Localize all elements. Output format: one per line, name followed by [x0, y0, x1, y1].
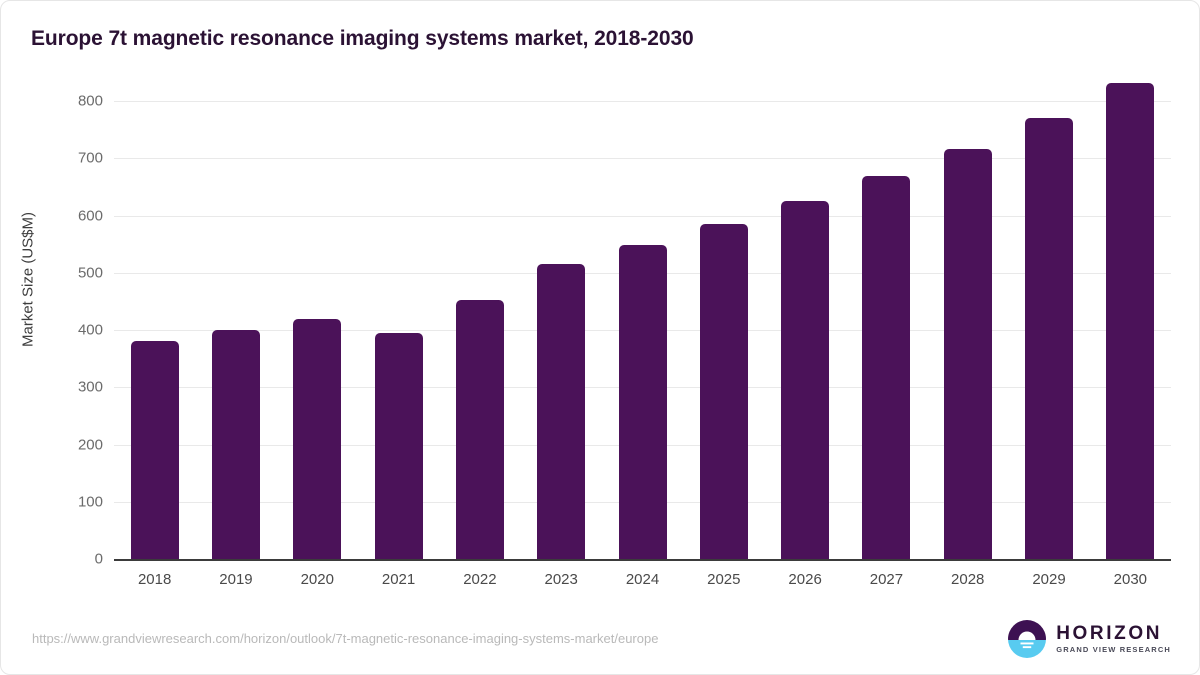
bar[interactable] [943, 148, 992, 559]
x-axis-tick-label: 2026 [788, 571, 822, 588]
gridline [114, 215, 1171, 217]
page-title: Europe 7t magnetic resonance imaging sys… [31, 27, 694, 50]
x-axis-tick-label: 2018 [137, 571, 172, 588]
bar[interactable] [1106, 83, 1155, 559]
y-axis-tick-label: 200 [77, 436, 103, 453]
x-axis-tick-labels: 2018 2019 2020 2021 2022 2023 2024 2025 2026 2027… [114, 571, 1171, 597]
bar[interactable] [455, 299, 504, 559]
bar-series [114, 83, 1171, 559]
bar[interactable] [1025, 117, 1074, 559]
y-axis-tick-labels: 0 100 200 300 400 500 600 700 800 [41, 93, 103, 568]
bar[interactable] [781, 200, 830, 559]
gridline [114, 158, 1171, 160]
x-axis-tick-label: 2030 [1113, 571, 1148, 588]
x-axis-tick-label: 2020 [300, 571, 334, 588]
horizon-logo-icon [1008, 620, 1047, 658]
x-axis-tick-label: 2029 [1032, 571, 1066, 588]
y-axis-tick-label: 400 [77, 321, 103, 339]
x-axis-tick-label: 2022 [463, 571, 497, 588]
gridline [114, 101, 1171, 102]
logo-wordmark: HORIZON [1056, 622, 1163, 644]
bar[interactable] [293, 318, 342, 559]
x-axis-line [114, 559, 1171, 561]
x-axis-tick-label: 2025 [707, 571, 741, 588]
x-axis-tick-label: 2019 [219, 571, 253, 588]
bar[interactable] [130, 340, 179, 559]
y-axis-tick-label: 0 [94, 550, 103, 568]
x-axis-tick-label: 2027 [869, 571, 904, 588]
y-axis-tick-label: 100 [77, 493, 103, 511]
bar[interactable] [537, 264, 586, 559]
y-axis-tick-label: 800 [77, 92, 103, 110]
bar[interactable] [699, 224, 748, 559]
bar[interactable] [211, 330, 260, 559]
y-axis-tick-label: 500 [77, 264, 103, 282]
brand-logo: HORIZON GRAND VIEW RESEARCH [1007, 619, 1171, 659]
source-url[interactable]: https://www.grandviewresearch.com/horizo… [32, 631, 659, 646]
y-axis-title: Market Size (US$M) [19, 211, 37, 348]
y-axis-tick-label: 700 [77, 149, 103, 167]
y-axis-tick-label: 600 [77, 207, 103, 224]
logo-tagline: GRAND VIEW RESEARCH [1056, 645, 1171, 655]
bar[interactable] [862, 176, 911, 559]
bar[interactable] [374, 333, 423, 559]
logo-text: HORIZON GRAND VIEW RESEARCH [1056, 622, 1171, 655]
x-axis-tick-label: 2021 [381, 571, 416, 588]
x-axis-tick-label: 2023 [544, 571, 578, 588]
x-axis-tick-label: 2028 [951, 571, 985, 588]
y-axis-tick-label: 300 [77, 378, 103, 396]
x-axis-tick-label: 2024 [625, 571, 660, 588]
bar[interactable] [618, 245, 667, 559]
